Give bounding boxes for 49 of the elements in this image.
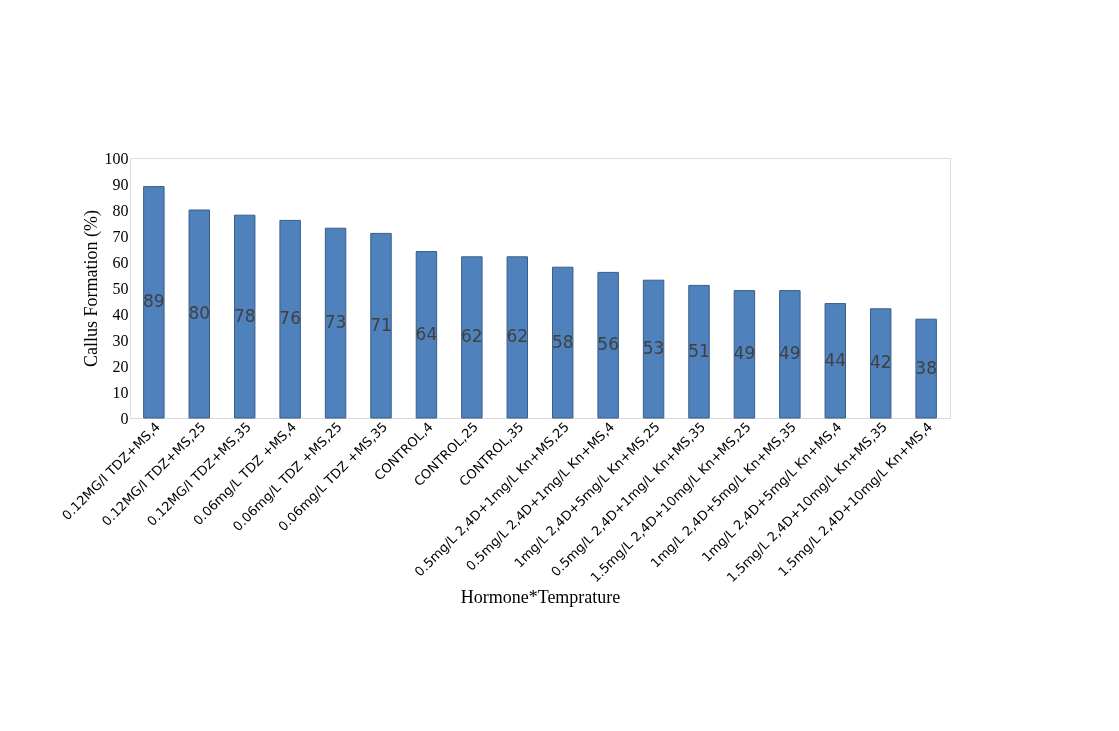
data-label: 51	[688, 340, 710, 361]
data-label: 80	[188, 303, 211, 323]
bar	[415, 251, 438, 419]
data-label: 38	[915, 357, 937, 378]
bar	[824, 303, 847, 419]
y-tick-label: 20	[112, 357, 129, 375]
bar	[188, 209, 210, 419]
y-axis-title: Callus Formation (%)	[80, 210, 102, 367]
bar	[733, 290, 756, 419]
y-tick-label: 80	[112, 201, 129, 219]
data-label: 49	[733, 343, 756, 364]
bar	[143, 186, 165, 419]
data-label: 44	[824, 349, 847, 370]
bar	[915, 318, 937, 419]
data-label: 64	[415, 323, 438, 344]
bar	[506, 256, 529, 419]
data-label: 71	[370, 314, 392, 335]
data-label: 62	[461, 326, 483, 347]
y-tick-label: 10	[112, 383, 129, 401]
bar	[324, 227, 347, 419]
x-axis-title: Hormone*Temprature	[460, 587, 621, 608]
y-tick-label: 50	[112, 279, 129, 297]
bar	[279, 219, 301, 419]
y-tick-label: 70	[112, 227, 129, 245]
data-label: 89	[143, 291, 165, 312]
bar	[370, 232, 392, 419]
bar	[642, 279, 665, 419]
data-label: 62	[506, 326, 529, 347]
data-label: 58	[551, 331, 574, 352]
data-label: 56	[597, 334, 619, 355]
bar	[233, 214, 256, 419]
y-tick-label: 0	[120, 409, 129, 427]
bar	[779, 290, 801, 419]
bar	[870, 308, 892, 419]
data-label: 73	[324, 312, 347, 333]
bar	[551, 266, 574, 419]
y-tick-label: 90	[112, 175, 129, 193]
bar	[688, 284, 710, 419]
y-tick-label: 100	[104, 149, 129, 167]
y-tick-label: 40	[112, 305, 129, 323]
y-tick-label: 30	[112, 331, 129, 349]
y-tick-label: 60	[112, 253, 129, 271]
bar	[461, 256, 483, 419]
data-label: 49	[779, 343, 801, 364]
data-label: 53	[642, 338, 665, 359]
data-label: 42	[869, 352, 892, 373]
bar	[597, 271, 619, 419]
data-label: 76	[279, 308, 301, 329]
data-label: 78	[233, 305, 256, 326]
